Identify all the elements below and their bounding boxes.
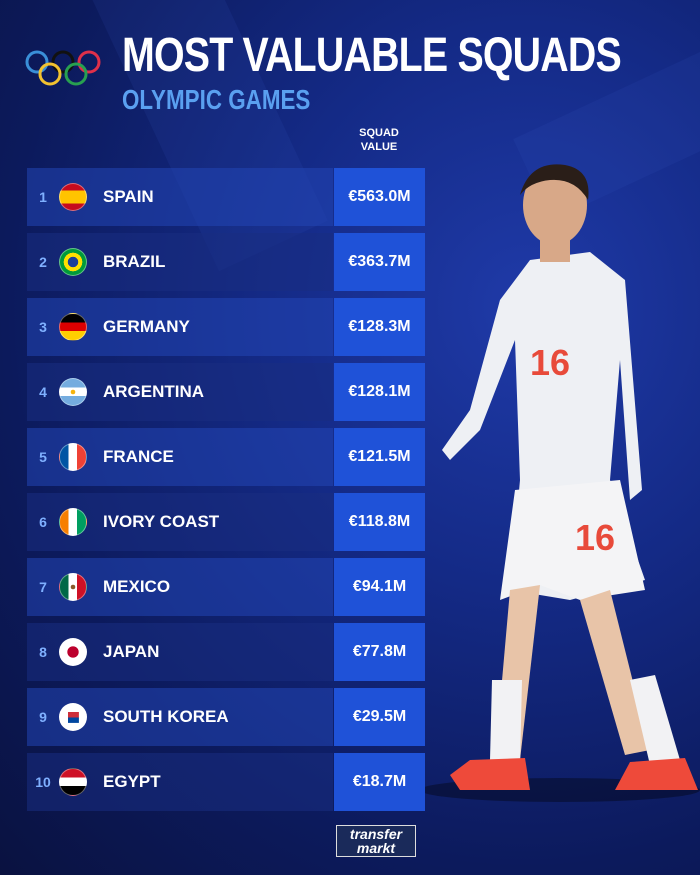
country-name: MEXICO <box>103 577 171 596</box>
svg-text:16: 16 <box>530 342 570 383</box>
table-row: 4 ARGENTINA €128.1M <box>27 363 425 421</box>
squad-value: €128.1M <box>334 363 425 421</box>
country-name: ARGENTINA <box>103 382 205 401</box>
country-name: FRANCE <box>103 447 174 466</box>
ivory-coast-flag-icon <box>59 508 87 536</box>
rank-number: 7 <box>39 579 47 595</box>
page-subtitle: OLYMPIC GAMES <box>122 84 311 115</box>
ranking-table: 1 SPAIN €563.0M 2 BRAZIL €363.7M 3 GERMA… <box>27 168 425 818</box>
transfermarkt-logo: transfer markt <box>336 825 416 857</box>
argentina-flag-icon <box>59 378 87 406</box>
country-name: SOUTH KOREA <box>103 707 229 726</box>
japan-flag-icon <box>59 638 87 666</box>
south-korea-flag-icon <box>59 703 87 731</box>
egypt-flag-icon <box>59 768 87 796</box>
germany-flag-icon <box>59 313 87 341</box>
column-header-line: SQUAD <box>359 127 399 139</box>
country-name: IVORY COAST <box>103 512 220 531</box>
squad-value: €118.8M <box>334 493 425 551</box>
country-name: EGYPT <box>103 772 161 791</box>
table-row: 3 GERMANY €128.3M <box>27 298 425 356</box>
table-row: 9 SOUTH KOREA €29.5M <box>27 688 425 746</box>
rank-number: 9 <box>39 709 47 725</box>
country-name: JAPAN <box>103 642 160 661</box>
page-title: MOST VALUABLE SQUADS <box>122 29 622 82</box>
spain-flag-icon <box>59 183 87 211</box>
rank-number: 8 <box>39 644 47 660</box>
column-header-line: VALUE <box>360 141 398 153</box>
table-row: 5 FRANCE €121.5M <box>27 428 425 486</box>
logo-text: transfer <box>349 826 403 842</box>
squad-value: €563.0M <box>334 168 425 226</box>
logo-text: markt <box>356 840 396 856</box>
table-row: 10 EGYPT €18.7M <box>27 753 425 811</box>
svg-text:16: 16 <box>575 517 615 558</box>
rank-number: 5 <box>39 449 47 465</box>
player-image: 16 16 <box>420 164 700 802</box>
squad-value: €29.5M <box>334 688 425 746</box>
country-name: BRAZIL <box>103 252 166 271</box>
rank-number: 2 <box>39 254 47 270</box>
table-row: 8 JAPAN €77.8M <box>27 623 425 681</box>
table-row: 7 MEXICO €94.1M <box>27 558 425 616</box>
france-flag-icon <box>59 443 87 471</box>
squad-value: €77.8M <box>334 623 425 681</box>
rank-number: 1 <box>39 189 47 205</box>
olympic-rings-icon <box>25 50 101 86</box>
squad-value: €121.5M <box>334 428 425 486</box>
column-header-squad-value: SQUAD VALUE <box>334 126 424 154</box>
squad-value: €363.7M <box>334 233 425 291</box>
rank-number: 4 <box>39 384 47 400</box>
squad-value: €128.3M <box>334 298 425 356</box>
table-row: 6 IVORY COAST €118.8M <box>27 493 425 551</box>
squad-value: €18.7M <box>334 753 425 811</box>
country-name: GERMANY <box>103 317 190 336</box>
table-row: 1 SPAIN €563.0M <box>27 168 425 226</box>
rank-number: 10 <box>35 774 51 790</box>
rank-number: 3 <box>39 319 47 335</box>
table-row: 2 BRAZIL €363.7M <box>27 233 425 291</box>
squad-value: €94.1M <box>334 558 425 616</box>
mexico-flag-icon <box>59 573 87 601</box>
brazil-flag-icon <box>59 248 87 276</box>
rank-number: 6 <box>39 514 47 530</box>
country-name: SPAIN <box>103 187 154 206</box>
